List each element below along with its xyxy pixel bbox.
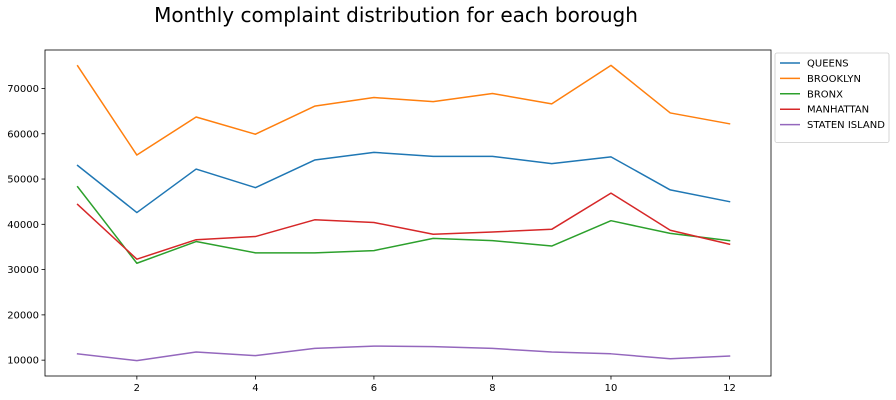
series-line-bronx: [76, 185, 731, 265]
y-tick-label: 70000: [7, 84, 39, 95]
legend-item: MANHATTAN: [780, 105, 869, 116]
x-tick-label: 10: [605, 383, 618, 394]
series-line-brooklyn: [76, 64, 731, 156]
legend-item: BROOKLYN: [780, 74, 861, 85]
x-tick-label: 2: [134, 383, 140, 394]
legend: QUEENS BROOKLYN BRONX MANHATTAN STATEN ISLAN…: [774, 52, 890, 143]
y-tick-label: 40000: [7, 220, 39, 231]
y-tick-label: 60000: [7, 129, 39, 140]
x-tick-label: 12: [723, 383, 736, 394]
y-tick-label: 50000: [7, 175, 39, 186]
legend-label: MANHATTAN: [807, 105, 869, 116]
y-tick-label: 20000: [7, 310, 39, 321]
axes-layer: 2 4 6 8 10 12 10000 20000 30000 40000 50000 60000 70…: [7, 49, 772, 394]
legend-label: BROOKLYN: [807, 74, 861, 85]
plot-frame: [44, 49, 772, 377]
y-tick-label: 10000: [7, 356, 39, 367]
legend-box: [774, 52, 890, 143]
series-line-queens: [76, 151, 731, 214]
x-tick-label: 6: [371, 383, 377, 394]
chart-title: Monthly complaint distribution for each …: [154, 3, 638, 27]
legend-label: STATEN ISLAND: [807, 120, 885, 131]
x-tick-label: 4: [252, 383, 258, 394]
legend-item: BRONX: [780, 89, 843, 100]
series-line-staten-island: [76, 345, 731, 362]
x-tick-label: 8: [489, 383, 495, 394]
series-layer: [76, 64, 731, 362]
legend-item: QUEENS: [780, 59, 849, 70]
legend-label: BRONX: [807, 89, 843, 100]
legend-label: QUEENS: [807, 59, 849, 70]
y-tick-label: 30000: [7, 265, 39, 276]
series-line-manhattan: [76, 192, 731, 260]
legend-item: STATEN ISLAND: [780, 120, 885, 131]
